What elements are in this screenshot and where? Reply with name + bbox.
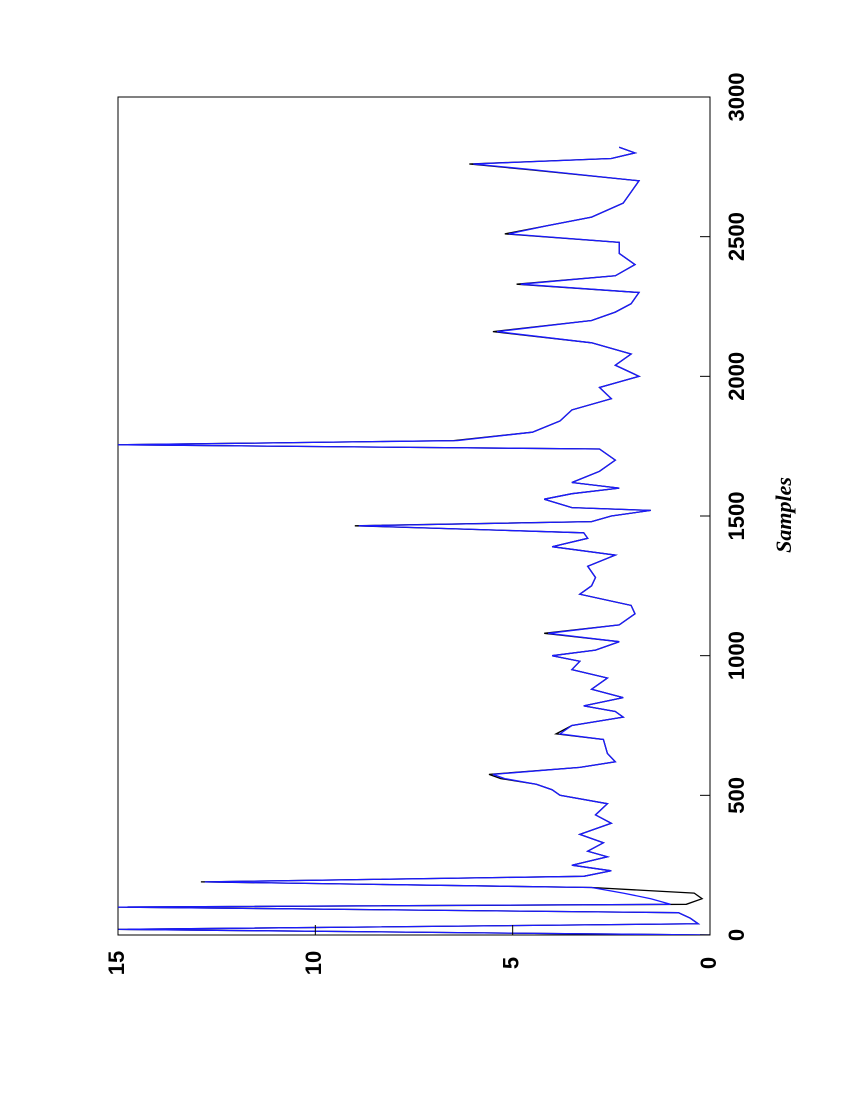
y-tick-label: 15 bbox=[104, 951, 129, 975]
x-axis-title: Samples bbox=[771, 477, 796, 553]
x-tick-label: 500 bbox=[724, 777, 749, 814]
data-line bbox=[118, 146, 710, 935]
x-tick-label: 1500 bbox=[724, 492, 749, 541]
y-tick-label: 0 bbox=[696, 957, 721, 969]
x-tick-label: 0 bbox=[724, 929, 749, 941]
plot-frame bbox=[117, 96, 711, 936]
plot-area bbox=[118, 146, 710, 935]
x-tick-label: 2500 bbox=[724, 212, 749, 261]
y-tick-label: 5 bbox=[498, 957, 523, 969]
data-line bbox=[118, 146, 710, 935]
x-tick-label: 2000 bbox=[724, 352, 749, 401]
x-tick-label: 1000 bbox=[724, 631, 749, 680]
x-tick-label: 3000 bbox=[724, 73, 749, 122]
y-tick-label: 10 bbox=[301, 951, 326, 975]
